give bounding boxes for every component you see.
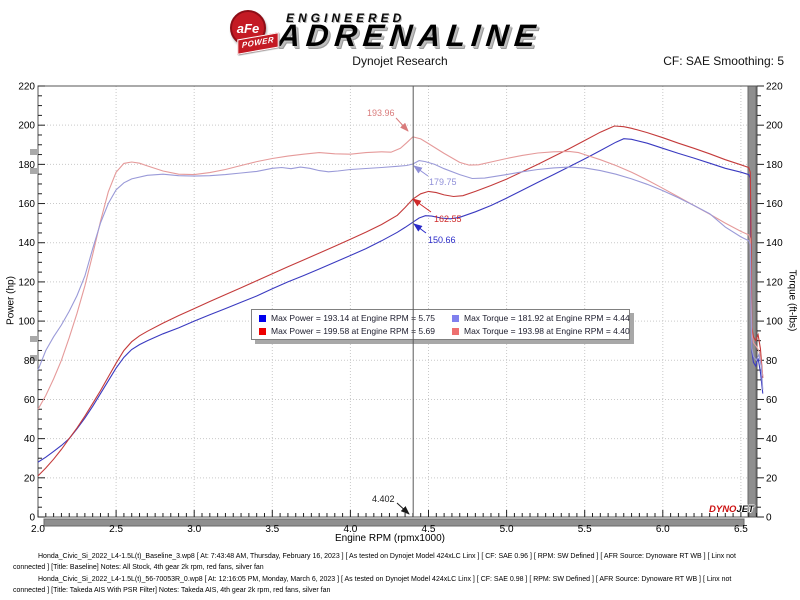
run-description-takeda: Honda_Civic_Si_2022_L4-1.5L(t)_56-70053R… bbox=[8, 575, 800, 596]
svg-text:0: 0 bbox=[29, 513, 35, 524]
svg-text:6.5: 6.5 bbox=[734, 524, 748, 535]
svg-text:5.0: 5.0 bbox=[500, 524, 514, 535]
svg-text:220: 220 bbox=[18, 82, 35, 93]
axis-handle[interactable] bbox=[30, 168, 37, 174]
smoothing-setting: CF: SAE Smoothing: 5 bbox=[663, 54, 784, 68]
svg-text:140: 140 bbox=[766, 238, 783, 249]
afe-logo-text: aFe bbox=[236, 20, 260, 36]
legend-text: Max Torque = 193.98 at Engine RPM = 4.40 bbox=[464, 326, 630, 337]
axis-handle[interactable] bbox=[30, 149, 37, 155]
svg-text:40: 40 bbox=[24, 434, 36, 445]
svg-text:180: 180 bbox=[766, 160, 783, 171]
legend-swatch-salmon bbox=[452, 328, 459, 336]
legend-item-baseline-power: Max Power = 193.14 at Engine RPM = 5.75 bbox=[259, 313, 452, 323]
svg-text:140: 140 bbox=[18, 238, 35, 249]
svg-text:160: 160 bbox=[18, 199, 35, 210]
svg-text:60: 60 bbox=[766, 395, 778, 406]
x-axis-ticks bbox=[37, 510, 758, 517]
baseline-power-curve bbox=[37, 138, 764, 463]
run-line: connected ] [Title: Baseline] Notes: All… bbox=[13, 563, 264, 571]
legend-box: Max Power = 193.14 at Engine RPM = 5.75 … bbox=[251, 309, 630, 340]
brand-engineered: ENGINEERED bbox=[286, 11, 406, 25]
legend-item-takeda-power: Max Power = 199.58 at Engine RPM = 5.69 bbox=[259, 326, 452, 336]
legend-swatch-lightblue bbox=[452, 314, 459, 322]
svg-text:2.0: 2.0 bbox=[31, 524, 45, 535]
svg-text:2.5: 2.5 bbox=[109, 524, 123, 535]
svg-text:160: 160 bbox=[766, 199, 783, 210]
run-line: connected ] [Title: Takeda AIS With PSR … bbox=[13, 586, 331, 594]
y-axis-labels: 0 0 20 20 40 40 60 60 80 80 100 100 120 120 140 140 160 1… bbox=[18, 82, 783, 524]
svg-text:40: 40 bbox=[766, 434, 778, 445]
dynojet-logo-jet: JET bbox=[736, 504, 754, 515]
afe-power-label: POWER bbox=[241, 35, 275, 50]
svg-text:4.0: 4.0 bbox=[343, 524, 357, 535]
legend-swatch-blue bbox=[259, 314, 266, 322]
svg-text:3.5: 3.5 bbox=[265, 524, 279, 535]
dynojet-logo-dyno: DYNO bbox=[709, 504, 737, 515]
svg-text:20: 20 bbox=[24, 473, 36, 484]
axis-handle[interactable] bbox=[30, 355, 37, 361]
svg-text:100: 100 bbox=[18, 317, 35, 328]
svg-text:5.5: 5.5 bbox=[578, 524, 592, 535]
legend-text: Max Power = 193.14 at Engine RPM = 5.75 bbox=[271, 312, 435, 323]
legend-item-takeda-torque: Max Torque = 193.98 at Engine RPM = 4.40 bbox=[452, 326, 630, 336]
svg-text:180: 180 bbox=[18, 160, 35, 171]
takeda-torque-curve bbox=[37, 136, 764, 410]
horizontal-scrollbar[interactable] bbox=[43, 518, 745, 527]
svg-text:80: 80 bbox=[24, 356, 36, 367]
takeda-power-curve bbox=[37, 125, 764, 477]
svg-text:120: 120 bbox=[766, 277, 783, 288]
axis-handle[interactable] bbox=[30, 336, 37, 342]
run-line: Honda_Civic_Si_2022_L4-1.5L(t)_Baseline_… bbox=[38, 553, 736, 560]
svg-text:0: 0 bbox=[766, 513, 772, 524]
baseline-torque-curve bbox=[37, 160, 764, 390]
plot-frame bbox=[37, 85, 758, 518]
svg-text:6.0: 6.0 bbox=[656, 524, 670, 535]
dynojet-logo: DYNOJET bbox=[709, 504, 754, 515]
legend-swatch-red bbox=[259, 328, 266, 336]
report-title: Dynojet Research bbox=[352, 54, 448, 68]
svg-text:200: 200 bbox=[766, 121, 783, 132]
svg-text:200: 200 bbox=[18, 121, 35, 132]
svg-text:100: 100 bbox=[766, 317, 783, 328]
svg-text:20: 20 bbox=[766, 473, 778, 484]
legend-text: Max Power = 199.58 at Engine RPM = 5.69 bbox=[271, 326, 435, 337]
svg-text:3.0: 3.0 bbox=[187, 524, 201, 535]
legend-text: Max Torque = 181.92 at Engine RPM = 4.44 bbox=[464, 312, 630, 323]
run-description-baseline: Honda_Civic_Si_2022_L4-1.5L(t)_Baseline_… bbox=[8, 552, 800, 573]
y-axis-ticks bbox=[38, 85, 764, 518]
x-axis-labels: 2.0 2.5 3.0 3.5 4.0 4.5 5.0 5.5 6.0 6.5 bbox=[31, 524, 748, 535]
run-line: Honda_Civic_Si_2022_L4-1.5L(t)_56-70053R… bbox=[38, 576, 732, 583]
legend-item-baseline-torque: Max Torque = 181.92 at Engine RPM = 4.44 bbox=[452, 313, 630, 323]
svg-text:60: 60 bbox=[24, 395, 36, 406]
svg-text:80: 80 bbox=[766, 356, 778, 367]
svg-text:4.5: 4.5 bbox=[422, 524, 436, 535]
svg-text:220: 220 bbox=[766, 82, 783, 93]
svg-text:120: 120 bbox=[18, 277, 35, 288]
gridlines bbox=[38, 85, 757, 517]
x-axis-title: Engine RPM (rpmx1000) bbox=[334, 533, 446, 544]
